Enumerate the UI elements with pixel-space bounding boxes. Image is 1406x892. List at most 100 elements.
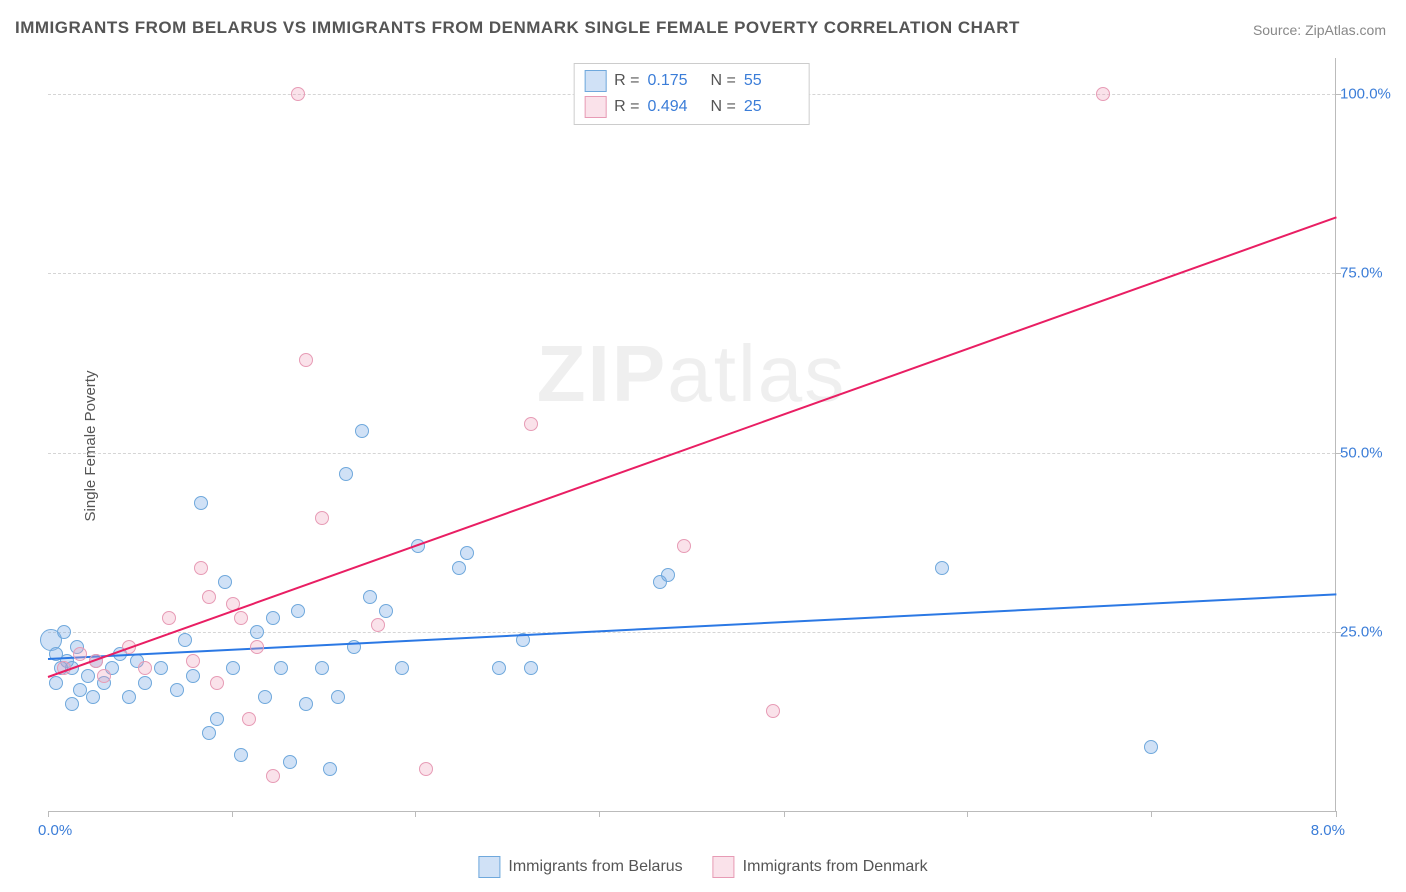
data-point [234, 748, 248, 762]
data-point [178, 633, 192, 647]
data-point [331, 690, 345, 704]
data-point [162, 611, 176, 625]
y-axis-label: 25.0% [1340, 624, 1395, 641]
legend-series: Immigrants from Belarus Immigrants from … [478, 856, 927, 878]
data-point [524, 417, 538, 431]
data-point [299, 697, 313, 711]
data-point [138, 676, 152, 690]
data-point [210, 676, 224, 690]
data-point [250, 640, 264, 654]
y-axis-label: 75.0% [1340, 265, 1395, 282]
gridline [48, 273, 1335, 274]
data-point [315, 661, 329, 675]
data-point [97, 669, 111, 683]
data-point [122, 690, 136, 704]
series-label-belarus: Immigrants from Belarus [508, 858, 682, 876]
data-point [186, 654, 200, 668]
data-point [395, 661, 409, 675]
data-point [138, 661, 152, 675]
data-point [460, 546, 474, 560]
legend-item-denmark: Immigrants from Denmark [713, 856, 928, 878]
data-point [170, 683, 184, 697]
swatch-belarus-icon [478, 856, 500, 878]
data-point [524, 661, 538, 675]
data-point [73, 683, 87, 697]
data-point [1144, 740, 1158, 754]
y-axis-label: 50.0% [1340, 444, 1395, 461]
data-point [1096, 87, 1110, 101]
trend-line [48, 216, 1337, 677]
x-tick [232, 811, 233, 817]
y-axis-label: 100.0% [1340, 85, 1395, 102]
legend-row-denmark: R = 0.494 N = 25 [584, 94, 799, 120]
gridline [48, 453, 1335, 454]
x-axis-max-label: 8.0% [1311, 822, 1345, 839]
data-point [379, 604, 393, 618]
data-point [49, 676, 63, 690]
data-point [291, 87, 305, 101]
data-point [299, 353, 313, 367]
swatch-denmark [584, 96, 606, 118]
data-point [266, 611, 280, 625]
data-point [81, 669, 95, 683]
data-point [355, 424, 369, 438]
y-tick [1335, 453, 1341, 454]
data-point [234, 611, 248, 625]
data-point [86, 690, 100, 704]
data-point [226, 661, 240, 675]
n-value-denmark: 25 [744, 98, 799, 116]
data-point [57, 625, 71, 639]
data-point [202, 590, 216, 604]
x-tick [1151, 811, 1152, 817]
r-value-belarus: 0.175 [648, 72, 703, 90]
data-point [452, 561, 466, 575]
series-label-denmark: Immigrants from Denmark [743, 858, 928, 876]
data-point [194, 496, 208, 510]
data-point [186, 669, 200, 683]
y-tick [1335, 94, 1341, 95]
data-point [266, 769, 280, 783]
legend-row-belarus: R = 0.175 N = 55 [584, 68, 799, 94]
y-tick [1335, 273, 1341, 274]
source-label: Source: ZipAtlas.com [1253, 22, 1386, 38]
gridline [48, 632, 1335, 633]
data-point [935, 561, 949, 575]
data-point [677, 539, 691, 553]
data-point [65, 697, 79, 711]
data-point [291, 604, 305, 618]
trend-line [48, 593, 1336, 660]
x-tick [1336, 811, 1337, 817]
data-point [371, 618, 385, 632]
plot-area: ZIPatlas R = 0.175 N = 55 R = 0.494 N = … [48, 58, 1336, 812]
data-point [363, 590, 377, 604]
x-tick [48, 811, 49, 817]
swatch-belarus [584, 70, 606, 92]
data-point [339, 467, 353, 481]
data-point [202, 726, 216, 740]
r-value-denmark: 0.494 [648, 98, 703, 116]
y-tick [1335, 632, 1341, 633]
legend-correlation: R = 0.175 N = 55 R = 0.494 N = 25 [573, 63, 810, 125]
data-point [218, 575, 232, 589]
x-tick [599, 811, 600, 817]
swatch-denmark-icon [713, 856, 735, 878]
x-tick [967, 811, 968, 817]
data-point [73, 647, 87, 661]
data-point [323, 762, 337, 776]
n-value-belarus: 55 [744, 72, 799, 90]
data-point [492, 661, 506, 675]
data-point [258, 690, 272, 704]
data-point [766, 704, 780, 718]
chart-title: IMMIGRANTS FROM BELARUS VS IMMIGRANTS FR… [15, 18, 1020, 38]
data-point [283, 755, 297, 769]
x-axis-min-label: 0.0% [38, 822, 72, 839]
data-point [315, 511, 329, 525]
data-point [154, 661, 168, 675]
chart-container: IMMIGRANTS FROM BELARUS VS IMMIGRANTS FR… [0, 0, 1406, 892]
data-point [250, 625, 264, 639]
data-point [274, 661, 288, 675]
data-point [194, 561, 208, 575]
data-point [419, 762, 433, 776]
data-point [661, 568, 675, 582]
data-point [242, 712, 256, 726]
